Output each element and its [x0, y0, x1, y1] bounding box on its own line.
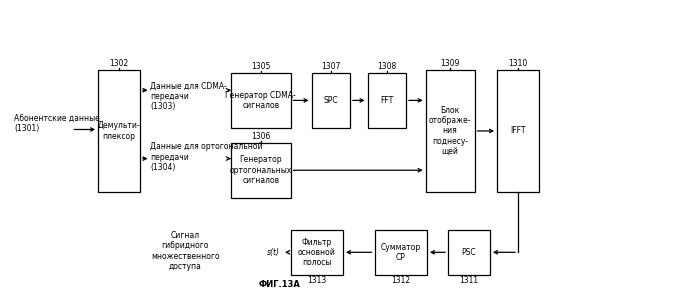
Bar [231, 143, 290, 198]
Text: IFFT: IFFT [510, 127, 526, 135]
Text: 1305: 1305 [251, 62, 270, 71]
Bar [312, 73, 350, 128]
Text: Абонентские данные
(1301): Абонентские данные (1301) [14, 114, 99, 133]
Text: 1311: 1311 [459, 276, 479, 285]
Text: 1313: 1313 [307, 276, 326, 285]
Bar [290, 230, 343, 275]
Text: PSC: PSC [462, 248, 476, 257]
Text: Данные для CDMA-
передачи
(1303): Данные для CDMA- передачи (1303) [150, 81, 228, 111]
Text: Демульти-
плексор: Демульти- плексор [98, 121, 140, 141]
Text: 1302: 1302 [109, 59, 129, 68]
Text: 1306: 1306 [251, 132, 270, 141]
Text: 1312: 1312 [391, 276, 410, 285]
Text: FFT: FFT [380, 96, 393, 105]
Text: 1309: 1309 [440, 59, 460, 68]
Text: s(t): s(t) [267, 248, 280, 257]
Bar [374, 230, 427, 275]
Text: Генератор
ортогональных
сигналов: Генератор ортогональных сигналов [230, 155, 292, 185]
Text: Сигнал
гибридного
множественного
доступа: Сигнал гибридного множественного доступа [151, 231, 220, 271]
Text: 1307: 1307 [321, 62, 340, 71]
Bar [426, 70, 475, 192]
Text: Сумматор
CP: Сумматор CP [381, 243, 421, 262]
Text: Блок
отображе-
ния
поднесу-
щей: Блок отображе- ния поднесу- щей [429, 106, 471, 156]
Bar [497, 70, 539, 192]
Text: SPC: SPC [323, 96, 338, 105]
Text: ФИГ.13А: ФИГ.13А [259, 280, 301, 289]
Bar [368, 73, 406, 128]
Bar [231, 73, 290, 128]
Text: Генератор CDMA-
сигналов: Генератор CDMA- сигналов [225, 91, 296, 110]
Text: 1310: 1310 [508, 59, 528, 68]
Text: Данные для ортогональной
передачи
(1304): Данные для ортогональной передачи (1304) [150, 142, 263, 172]
Bar [448, 230, 490, 275]
Text: 1308: 1308 [377, 62, 396, 71]
Bar [98, 70, 140, 192]
Text: Фильтр
основной
полосы: Фильтр основной полосы [298, 237, 335, 267]
